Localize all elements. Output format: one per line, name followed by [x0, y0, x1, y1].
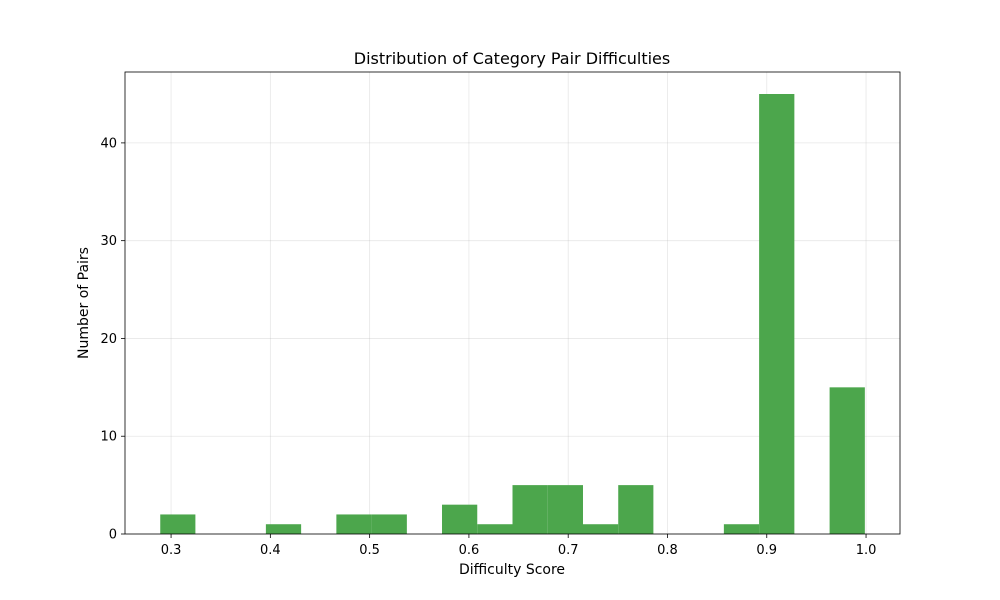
x-tick-label: 1.0 [856, 543, 877, 558]
x-tick-label: 0.6 [459, 543, 480, 558]
histogram-bar [723, 524, 760, 534]
x-axis-ticks: 0.3 0.4 0.5 0.6 0.7 0.8 0.9 1.0 [161, 534, 877, 558]
histogram-bar [442, 504, 478, 534]
histogram-bar [336, 514, 372, 534]
histogram-bar [512, 485, 548, 534]
x-tick-label: 0.7 [558, 543, 579, 558]
y-axis-ticks: 0 10 20 30 40 [100, 136, 125, 543]
x-tick-label: 0.5 [359, 543, 380, 558]
chart-title: Distribution of Category Pair Difficulti… [354, 49, 670, 68]
histogram-bar [618, 485, 654, 534]
histogram-bar [547, 485, 583, 534]
histogram-bar [371, 514, 407, 534]
x-tick-label: 0.8 [657, 543, 678, 558]
histogram-bar [759, 94, 795, 534]
histogram-bar [829, 387, 865, 534]
y-axis-label: Number of Pairs [76, 247, 92, 359]
histogram-bar [582, 524, 619, 534]
y-tick-label: 10 [100, 430, 117, 445]
y-tick-label: 20 [100, 332, 117, 347]
x-axis-label: Difficulty Score [459, 562, 565, 578]
x-tick-label: 0.3 [161, 543, 182, 558]
y-tick-label: 30 [100, 234, 117, 249]
bars [160, 94, 865, 534]
histogram-bar [477, 524, 513, 534]
plot-frame [124, 71, 901, 535]
histogram-bar [160, 514, 196, 534]
histogram-bar [265, 524, 302, 534]
x-tick-label: 0.9 [756, 543, 777, 558]
y-tick-label: 40 [100, 136, 117, 151]
x-tick-label: 0.4 [260, 543, 281, 558]
y-tick-label: 0 [109, 528, 117, 543]
